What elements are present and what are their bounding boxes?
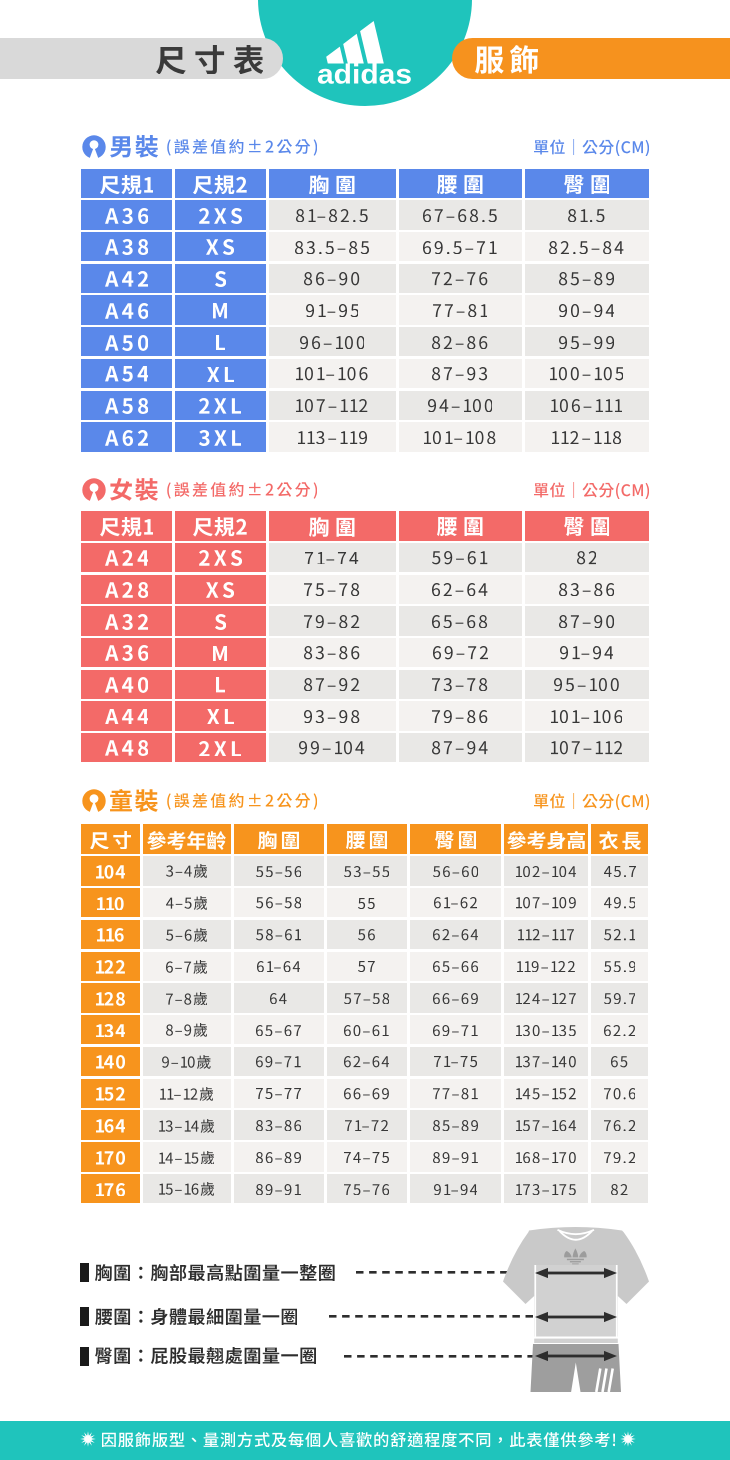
svg-text:adidas: adidas — [317, 59, 412, 87]
